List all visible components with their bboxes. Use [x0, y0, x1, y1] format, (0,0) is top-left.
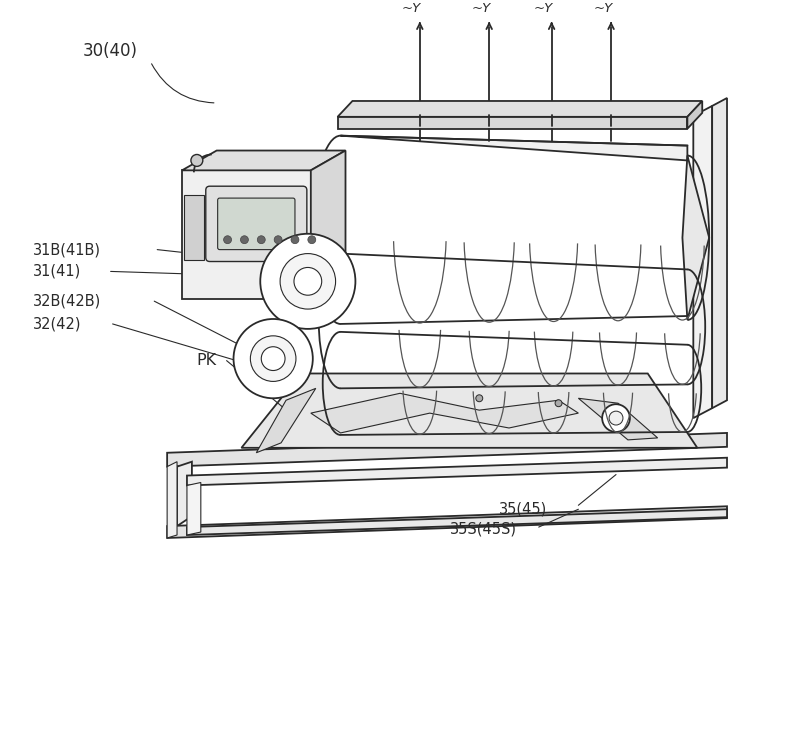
Circle shape — [274, 236, 282, 244]
Circle shape — [280, 254, 335, 309]
Circle shape — [609, 411, 623, 425]
Polygon shape — [311, 150, 346, 299]
Circle shape — [250, 336, 296, 381]
Polygon shape — [187, 482, 201, 535]
Text: 35(45): 35(45) — [499, 502, 547, 516]
Circle shape — [308, 236, 316, 244]
Circle shape — [258, 236, 266, 244]
Text: 32(42): 32(42) — [34, 316, 82, 331]
Polygon shape — [177, 461, 192, 526]
Circle shape — [476, 395, 482, 402]
Polygon shape — [338, 101, 702, 117]
Circle shape — [241, 236, 248, 244]
Polygon shape — [184, 195, 204, 260]
Circle shape — [224, 236, 231, 244]
Circle shape — [191, 155, 203, 166]
Polygon shape — [242, 374, 698, 448]
Text: 31B(41B): 31B(41B) — [34, 242, 102, 257]
Text: 31(41): 31(41) — [34, 264, 82, 279]
Circle shape — [555, 399, 562, 407]
Text: 32B(42B): 32B(42B) — [34, 294, 102, 309]
Circle shape — [294, 267, 322, 295]
Polygon shape — [167, 507, 727, 538]
Polygon shape — [338, 117, 687, 128]
Circle shape — [291, 236, 299, 244]
Polygon shape — [187, 458, 727, 485]
Polygon shape — [182, 150, 346, 171]
Polygon shape — [187, 509, 727, 535]
Text: ~Y: ~Y — [471, 2, 490, 15]
Polygon shape — [578, 398, 658, 440]
Polygon shape — [256, 388, 316, 453]
Polygon shape — [712, 98, 727, 408]
Polygon shape — [167, 461, 177, 538]
Polygon shape — [182, 171, 311, 299]
Text: PK: PK — [197, 353, 217, 368]
Circle shape — [602, 404, 630, 432]
Text: 30(40): 30(40) — [83, 42, 138, 60]
Text: ~Y: ~Y — [594, 2, 613, 15]
FancyBboxPatch shape — [218, 198, 295, 250]
Polygon shape — [341, 136, 687, 160]
Polygon shape — [687, 101, 702, 128]
Polygon shape — [311, 393, 578, 433]
Circle shape — [260, 234, 355, 329]
Text: ~Y: ~Y — [402, 2, 422, 15]
Text: ~Y: ~Y — [534, 2, 553, 15]
Polygon shape — [167, 433, 727, 467]
FancyBboxPatch shape — [206, 186, 307, 261]
Circle shape — [234, 319, 313, 398]
Polygon shape — [682, 156, 709, 320]
Circle shape — [262, 347, 285, 371]
Polygon shape — [694, 106, 712, 418]
Text: 35S(45S): 35S(45S) — [450, 522, 517, 537]
